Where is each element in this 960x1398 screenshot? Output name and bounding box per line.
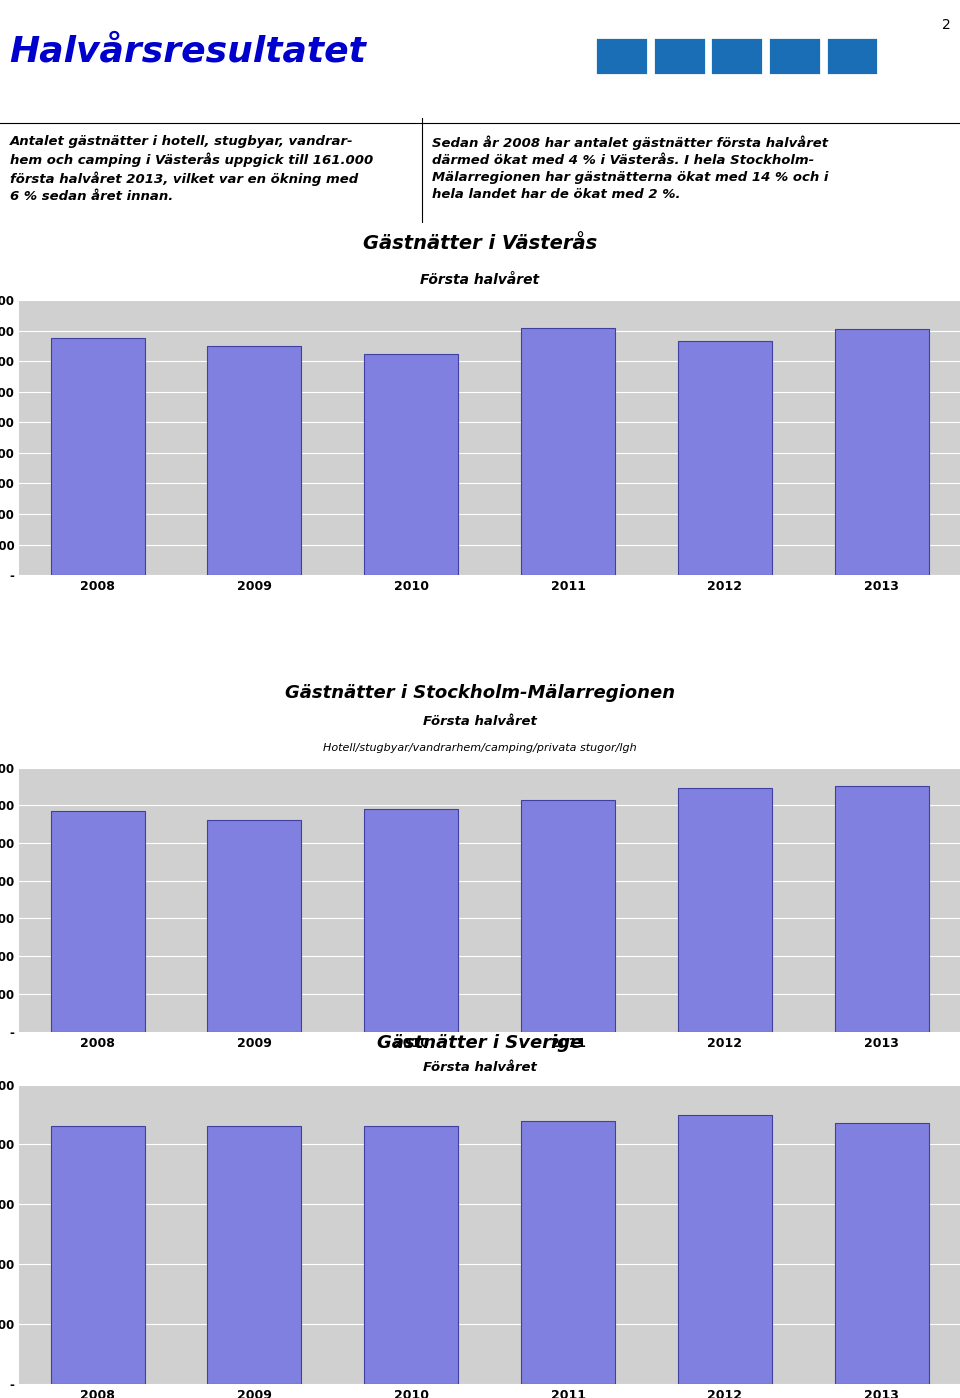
Bar [678,341,772,575]
Bar [207,1127,301,1384]
Bar [834,330,928,575]
Text: Gästnätter i Stockholm-Mälarregionen: Gästnätter i Stockholm-Mälarregionen [285,684,675,702]
Bar [521,327,615,575]
FancyBboxPatch shape [653,36,706,74]
Bar [207,347,301,575]
Text: Hotell/stugbyar/vandrarhem/camping/privata stugor/lgh: Hotell/stugbyar/vandrarhem/camping/priva… [324,742,636,754]
FancyBboxPatch shape [710,36,763,74]
Bar [51,1127,145,1384]
Bar [364,1127,458,1384]
Text: Första halvåret: Första halvåret [423,714,537,727]
Bar [834,786,928,1032]
Bar [364,809,458,1032]
Bar [207,821,301,1032]
FancyBboxPatch shape [595,36,648,74]
Bar [364,354,458,575]
Text: Sedan år 2008 har antalet gästnätter första halvåret
därmed ökat med 4 % i Väste: Sedan år 2008 har antalet gästnätter för… [432,136,828,201]
Bar [51,338,145,575]
Bar [678,1114,772,1384]
Bar [51,811,145,1032]
Bar [521,1121,615,1384]
Text: Gästnätter i Västerås: Gästnätter i Västerås [363,235,597,253]
Text: Första halvåret: Första halvåret [420,273,540,287]
Bar [834,1123,928,1384]
Text: Gästnätter i Sverige: Gästnätter i Sverige [377,1035,583,1053]
Bar [678,788,772,1032]
Text: Första halvåret: Första halvåret [423,1061,537,1074]
Text: Antalet gästnätter i hotell, stugbyar, vandrar-
hem och camping i Västerås uppgi: Antalet gästnätter i hotell, stugbyar, v… [10,136,372,204]
FancyBboxPatch shape [768,36,821,74]
FancyBboxPatch shape [826,36,878,74]
Bar [521,800,615,1032]
Text: Halvårsresultatet: Halvårsresultatet [10,35,367,69]
Text: 2: 2 [942,18,950,32]
